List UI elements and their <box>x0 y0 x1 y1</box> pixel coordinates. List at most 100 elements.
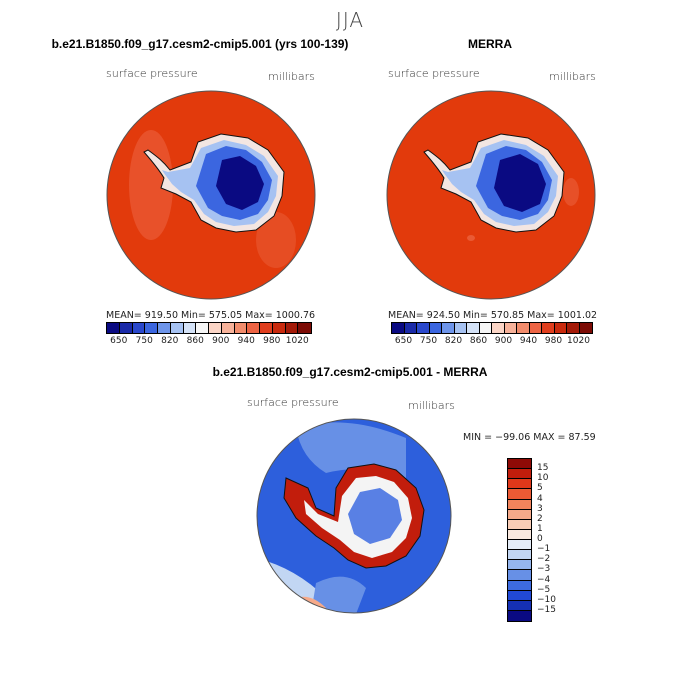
model-colorbar-swatch <box>272 323 286 333</box>
obs-colorbar-tick-label: 820 <box>444 336 463 346</box>
diff-colorbar-swatch <box>508 550 531 561</box>
model-colorbar-swatch <box>298 323 311 333</box>
obs-colorbar-swatch <box>529 323 542 333</box>
diff-colorbar-tick-label: 2 <box>537 513 543 524</box>
model-colorbar-swatch <box>196 323 209 333</box>
diff-colorbar-tick-label: −3 <box>537 564 551 575</box>
model-colorbar-tick-label: 900 <box>212 336 230 346</box>
diff-colorbar-tick-label: 4 <box>537 493 543 504</box>
obs-colorbar-swatch <box>579 323 592 333</box>
model-stats: MEAN= 919.50 Min= 575.05 Max= 1000.76 <box>106 310 316 321</box>
diff-stats: MIN = −99.06 MAX = 87.59 <box>463 432 596 443</box>
obs-colorbar-swatch <box>404 323 417 333</box>
obs-colorbar-swatch <box>442 323 455 333</box>
model-pressure-ridge-west <box>129 130 173 240</box>
model-colorbar-swatch <box>234 323 248 333</box>
diff-units-label: millibars <box>408 399 455 412</box>
obs-colorbar-swatch <box>429 323 442 333</box>
model-colorbar-tick-label: 650 <box>110 336 128 346</box>
obs-plateau-contour <box>494 154 546 212</box>
diff-colorbar-swatch <box>508 509 531 520</box>
diff-colorbar-tick-label: −5 <box>537 584 551 595</box>
diff-colorbar-swatch <box>508 570 531 581</box>
obs-colorbar-swatch <box>454 323 467 333</box>
diff-colorbar-swatch <box>508 469 531 480</box>
diff-colorbar-tick-label: −1 <box>537 544 551 555</box>
model-polar-map <box>106 90 316 300</box>
diff-interior-negative <box>348 488 402 544</box>
diff-anomaly-band-north <box>296 422 406 478</box>
diff-polar-map <box>256 418 452 614</box>
obs-colorbar-tick-label: 750 <box>419 336 438 346</box>
diff-colorbar-swatch <box>508 459 531 470</box>
obs-colorbar-swatch <box>479 323 492 333</box>
diff-colorbar-swatch <box>508 479 531 490</box>
diff-colorbar-swatch <box>508 529 531 540</box>
model-colorbar-tick-label: 860 <box>186 336 204 346</box>
diff-colorbar-tick-label: 3 <box>537 503 543 514</box>
obs-panel-title: MERRA <box>468 37 512 51</box>
season-title: JJA <box>335 8 365 32</box>
diff-colorbar-swatch <box>508 610 531 621</box>
obs-colorbar-swatch <box>392 323 405 333</box>
diff-colorbar <box>507 458 532 622</box>
obs-pressure-spot <box>467 235 475 241</box>
diff-colorbar-tick-label: −15 <box>537 604 556 615</box>
model-colorbar-swatch <box>183 323 197 333</box>
model-colorbar-tick-label: 980 <box>263 336 281 346</box>
model-colorbar-swatch <box>170 323 184 333</box>
diff-colorbar-tick-label: 5 <box>537 483 543 494</box>
obs-colorbar-tick-label: 650 <box>394 336 413 346</box>
obs-colorbar-swatch <box>417 323 430 333</box>
diff-colorbar-ticks: 15 10 5 4 3 2 1 0 −1 −2 −3 −4 −5 −10 −15 <box>537 458 577 620</box>
model-colorbar-swatch <box>260 323 273 333</box>
obs-colorbar <box>391 322 593 334</box>
obs-field-label: surface pressure <box>388 67 480 80</box>
diff-colorbar-swatch <box>508 519 531 530</box>
obs-colorbar-tick-label: 980 <box>544 336 563 346</box>
model-colorbar-swatch <box>209 323 222 333</box>
diff-colorbar-tick-label: 0 <box>537 534 543 544</box>
obs-colorbar-ticks: 650 750 820 860 900 940 980 1020 <box>391 336 591 348</box>
obs-colorbar-tick-label: 940 <box>519 336 538 346</box>
obs-pressure-ridge-east <box>563 178 579 206</box>
obs-units-label: millibars <box>549 70 596 83</box>
diff-colorbar-tick-label: −4 <box>537 574 551 585</box>
diff-colorbar-swatch <box>508 580 531 591</box>
obs-colorbar-swatch <box>567 323 580 333</box>
model-colorbar-swatch <box>119 323 133 333</box>
obs-stats: MEAN= 924.50 Min= 570.85 Max= 1001.02 <box>388 310 598 321</box>
diff-panel-title: b.e21.B1850.f09_g17.cesm2-cmip5.001 - ME… <box>212 365 488 379</box>
obs-colorbar-tick-label: 900 <box>494 336 513 346</box>
model-colorbar-swatch <box>158 323 171 333</box>
diff-colorbar-tick-label: 1 <box>537 523 543 534</box>
model-field-label: surface pressure <box>106 67 198 80</box>
model-colorbar-ticks: 650 750 820 860 900 940 980 1020 <box>106 336 310 348</box>
model-colorbar-tick-label: 750 <box>135 336 153 346</box>
obs-colorbar-swatch <box>467 323 480 333</box>
diff-colorbar-swatch <box>508 540 531 551</box>
obs-colorbar-tick-label: 1020 <box>567 336 590 346</box>
diff-colorbar-tick-label: −10 <box>537 594 556 605</box>
diff-colorbar-tick-label: −2 <box>537 554 551 565</box>
diff-colorbar-swatch <box>508 560 531 571</box>
model-colorbar-swatch <box>285 323 299 333</box>
model-colorbar-tick-label: 940 <box>237 336 255 346</box>
model-colorbar-tick-label: 1020 <box>285 336 309 346</box>
model-pressure-ridge-east <box>256 212 296 268</box>
obs-colorbar-swatch <box>554 323 567 333</box>
obs-colorbar-swatch <box>517 323 530 333</box>
diff-colorbar-tick-label: 15 <box>537 463 549 474</box>
diff-colorbar-tick-label: 10 <box>537 473 549 484</box>
diff-colorbar-swatch <box>508 499 531 510</box>
diff-anomaly-band-south <box>311 576 366 613</box>
model-units-label: millibars <box>268 70 315 83</box>
model-colorbar-swatch <box>145 323 158 333</box>
obs-colorbar-swatch <box>492 323 505 333</box>
model-colorbar <box>106 322 312 334</box>
diff-field-label: surface pressure <box>247 396 339 409</box>
model-colorbar-swatch <box>247 323 260 333</box>
obs-colorbar-swatch <box>542 323 555 333</box>
diff-colorbar-swatch <box>508 600 531 611</box>
obs-colorbar-swatch <box>504 323 517 333</box>
